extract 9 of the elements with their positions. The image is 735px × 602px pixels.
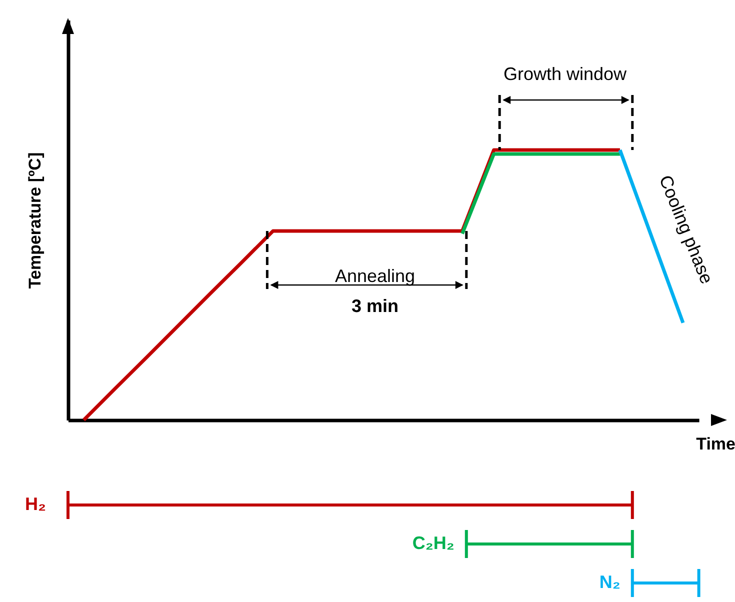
- text: Growth window: [503, 64, 628, 84]
- annotation: Annealing: [334, 266, 416, 286]
- text: N₂: [599, 572, 620, 592]
- annotation: 3 min: [351, 296, 399, 316]
- text: H₂: [25, 494, 46, 514]
- y-axis-title: Temperature [ºC]: [26, 152, 44, 289]
- annotation: Cooling phase: [655, 172, 717, 287]
- x-axis-title: Time: [696, 434, 735, 454]
- text: C₂H₂: [412, 532, 454, 553]
